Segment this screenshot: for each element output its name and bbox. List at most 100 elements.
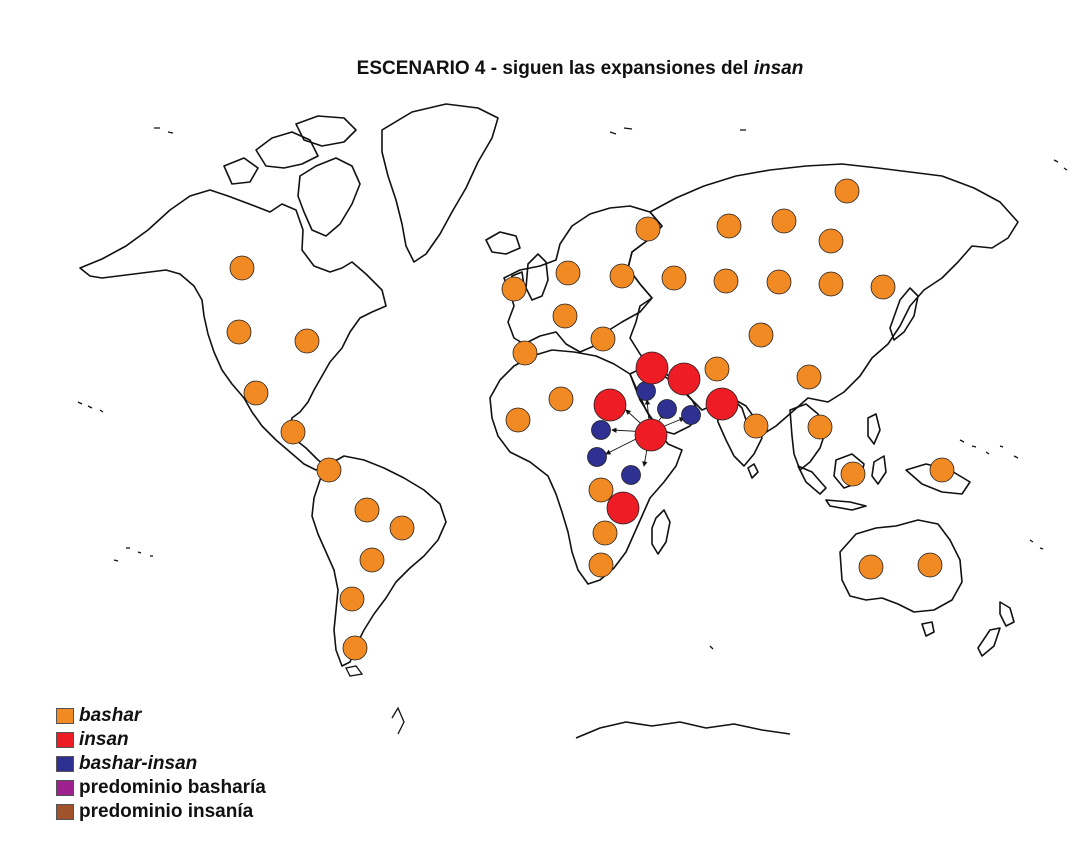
bashar-insan-marker-great-lakes: [621, 465, 641, 485]
bashar-insan-marker-sudan-north: [591, 420, 611, 440]
south-america-outline: [311, 455, 447, 667]
legend-label-predominio-insania: predominio insanía: [79, 801, 254, 822]
madagascar-outline: [651, 509, 671, 555]
bashar-marker-russian-steppe: [661, 265, 687, 291]
bashar-marker-iberia: [512, 340, 538, 366]
bashar-marker-patagonia: [342, 635, 368, 661]
legend-item-predominio-insania: predominio insanía: [56, 800, 266, 824]
insan-marker-east-africa: [606, 491, 640, 525]
india-outline: [715, 397, 763, 467]
bashar-marker-central-asia: [766, 269, 792, 295]
baffin-island-outline: [297, 157, 361, 237]
bashar-marker-kamchatka: [748, 322, 774, 348]
legend-item-bashar-insan: bashar-insan: [56, 752, 266, 776]
legend-swatch-predominio-basharia: [56, 780, 74, 796]
insan-markers: [593, 351, 739, 525]
bashar-marker-west-africa: [505, 407, 531, 433]
bashar-marker-eastern-brazil: [389, 515, 415, 541]
antarctic-peninsula-outline: [391, 706, 405, 735]
iceland-outline: [485, 231, 521, 255]
bashar-marker-western-europe: [552, 303, 578, 329]
philippines-outline: [867, 413, 881, 445]
new-zealand-south-outline: [977, 627, 1001, 657]
bashar-marker-central-america: [280, 419, 306, 445]
bashar-marker-alaska-nw-canada: [229, 255, 255, 281]
sumatra-outline: [797, 465, 827, 495]
bashar-marker-eastern-europe: [609, 263, 635, 289]
bashar-marker-western-north-america: [226, 319, 252, 345]
bashar-insan-marker-arabia-east: [681, 405, 701, 425]
bashar-marker-china: [743, 413, 769, 439]
australia-outline: [839, 519, 963, 613]
insan-marker-nile-valley: [593, 388, 627, 422]
bashar-marker-amazonia: [354, 497, 380, 523]
bashar-marker-northern-south-america: [316, 457, 342, 483]
bashar-marker-kazakhstan: [713, 268, 739, 294]
greenland-outline: [381, 103, 499, 263]
bashar-marker-sahara: [548, 386, 574, 412]
bashar-marker-southeast-asia: [840, 461, 866, 487]
insan-marker-zagros: [667, 362, 701, 396]
bashar-marker-balkans: [590, 326, 616, 352]
bashar-marker-central-south-america: [359, 547, 385, 573]
antarctica-outline: [575, 721, 791, 739]
bashar-marker-sunda: [929, 457, 955, 483]
insan-marker-horn-of-africa: [634, 418, 668, 452]
bashar-marker-iran-plateau: [704, 356, 730, 382]
small-islands: [77, 127, 1068, 650]
legend-swatch-predominio-insania: [56, 804, 74, 820]
arctic-islands-north-outline: [295, 115, 357, 147]
legend-item-insan: insan: [56, 728, 266, 752]
map-title-emphasis: insan: [753, 58, 804, 79]
victoria-island-outline: [223, 157, 259, 185]
bashar-marker-eastern-north-america: [294, 328, 320, 354]
legend-label-bashar: bashar: [79, 705, 142, 726]
legend-item-bashar: bashar: [56, 704, 266, 728]
bashar-marker-india: [807, 414, 833, 440]
legend-swatch-insan: [56, 732, 74, 748]
legend-label-bashar-insan: bashar-insan: [79, 753, 198, 774]
bashar-marker-british-isles: [501, 276, 527, 302]
bashar-marker-manchuria: [870, 274, 896, 300]
bashar-insan-markers: [587, 381, 701, 485]
japan-outline: [889, 287, 919, 341]
legend-item-predominio-basharia: predominio basharía: [56, 776, 266, 800]
legend-label-predominio-basharia: predominio basharía: [79, 777, 266, 798]
bashar-insan-marker-arabia-north: [657, 399, 677, 419]
arctic-archipelago-outline: [255, 131, 319, 169]
bashar-marker-south-africa: [588, 552, 614, 578]
bashar-marker-western-australia: [917, 552, 943, 578]
new-guinea-outline: [905, 463, 971, 495]
legend-label-insan: insan: [79, 729, 129, 750]
bashar-marker-southern-africa: [592, 520, 618, 546]
legend-swatch-bashar-insan: [56, 756, 74, 772]
legend: bashar insan bashar-insan predominio bas…: [56, 704, 266, 824]
bashar-marker-new-guinea: [858, 554, 884, 580]
bashar-marker-northern-mexico: [243, 380, 269, 406]
map-title-prefix: ESCENARIO 4 - siguen las expansiones del: [356, 58, 754, 79]
bashar-marker-far-east-siberia: [834, 178, 860, 204]
sri-lanka-outline: [747, 463, 759, 479]
new-zealand-north-outline: [999, 601, 1015, 627]
bashar-marker-eastern-siberia: [818, 228, 844, 254]
north-america-outline: [79, 189, 387, 471]
coastlines: [77, 103, 1068, 739]
bashar-marker-tarim: [796, 364, 822, 390]
africa-outline: [489, 349, 683, 585]
tasmania-outline: [921, 621, 935, 637]
bashar-marker-mongolia: [818, 271, 844, 297]
indochina-outline: [789, 403, 827, 471]
legend-swatch-bashar: [56, 708, 74, 724]
sulawesi-outline: [871, 455, 887, 485]
insan-marker-south-asia-corridor: [705, 387, 739, 421]
bashar-insan-marker-sudan-south: [587, 447, 607, 467]
java-outline: [825, 499, 867, 511]
tierra-del-fuego-outline: [345, 665, 364, 677]
bashar-marker-central-siberia: [771, 208, 797, 234]
bashar-marker-scandinavia: [635, 216, 661, 242]
bashar-markers: [226, 178, 955, 661]
bashar-marker-central-africa: [588, 477, 614, 503]
great-britain-outline: [525, 253, 549, 301]
asia-outline: [627, 163, 1019, 437]
map-title: ESCENARIO 4 - siguen las expansiones del…: [0, 58, 1088, 80]
